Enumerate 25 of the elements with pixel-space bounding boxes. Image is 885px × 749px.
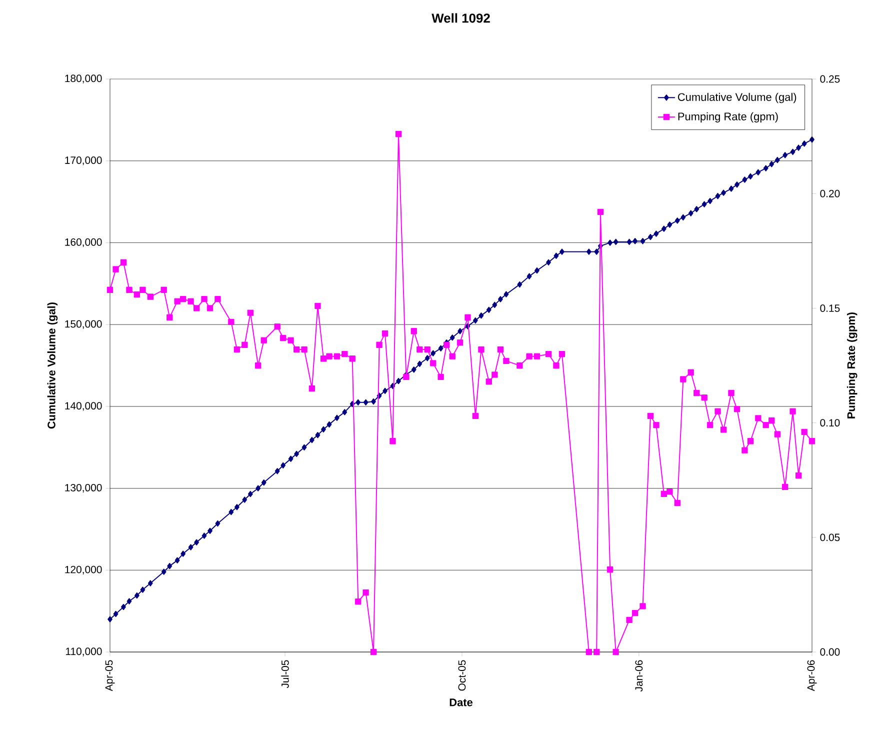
legend-label: Cumulative Volume (gal) bbox=[678, 92, 796, 104]
y2-tick-label: 0.20 bbox=[820, 190, 840, 198]
y-tick-label: 130,000 bbox=[65, 484, 102, 493]
chart-title: Well 1092 bbox=[432, 13, 490, 23]
y-axis-title: Cumulative Volume (gal) bbox=[47, 302, 58, 429]
y-tick-label: 120,000 bbox=[65, 566, 102, 574]
y2-tick-label: 0.00 bbox=[820, 648, 840, 656]
x-axis-title: Date bbox=[450, 698, 472, 706]
y-tick-label: 140,000 bbox=[65, 402, 102, 411]
legend-label: Pumping Rate (gpm) bbox=[678, 112, 778, 122]
y2-axis-title: Pumping Rate (gpm) bbox=[846, 312, 858, 418]
y-tick-label: 110,000 bbox=[66, 648, 102, 656]
y2-tick-label: 0.10 bbox=[820, 419, 840, 427]
y-tick-label: 170,000 bbox=[65, 156, 102, 166]
y2-tick-label: 0.05 bbox=[820, 534, 840, 542]
y-tick-label: 180,000 bbox=[65, 74, 102, 84]
y-tick-label: 150,000 bbox=[65, 320, 102, 329]
y2-tick-label: 0.15 bbox=[820, 304, 840, 312]
y2-tick-label: 0.25 bbox=[820, 75, 840, 83]
x-tick-label: Apr-06 bbox=[807, 660, 817, 692]
y-tick-label: 160,000 bbox=[65, 238, 102, 248]
x-tick-label: Jan-06 bbox=[635, 660, 643, 692]
x-tick-label: Apr-05 bbox=[105, 660, 115, 692]
x-tick-label: Oct-05 bbox=[458, 660, 466, 691]
x-tick-label: Jul-05 bbox=[281, 660, 289, 688]
